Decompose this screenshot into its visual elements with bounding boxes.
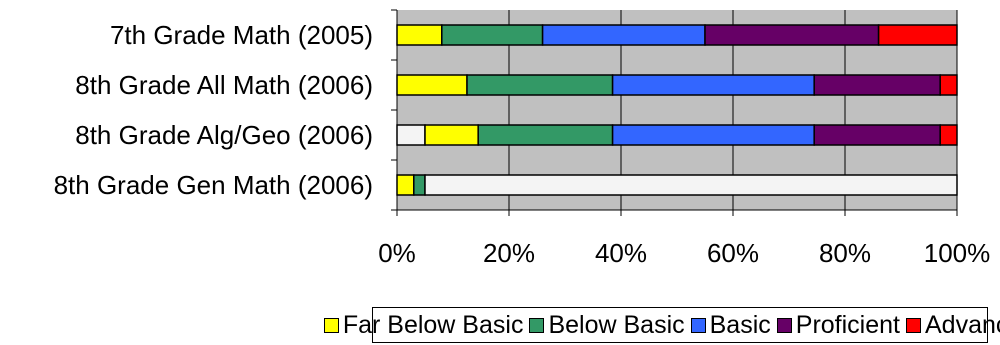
bar-segment [396, 124, 426, 146]
legend-swatch [905, 317, 921, 333]
legend-swatch [323, 317, 339, 333]
bar-segment [396, 24, 443, 46]
legend-label: Basic [709, 311, 771, 339]
legend: Far Below Basic Below Basic Basic Proficien… [323, 307, 1000, 343]
x-tick-label: 20% [483, 238, 535, 268]
x-tick-label: 80% [819, 238, 871, 268]
bar-segment [813, 74, 941, 96]
bar-segment [877, 24, 958, 46]
x-tick-labels: 0% 20% 40% 60% 80% 100% [378, 238, 990, 268]
bar-segment [704, 24, 880, 46]
bar-segment [441, 24, 544, 46]
legend-item: Below Basic [529, 310, 685, 340]
bar-segments [396, 24, 958, 196]
legend-item: Basic [690, 310, 771, 340]
x-tick-label: 40% [595, 238, 647, 268]
bar-segment [396, 74, 468, 96]
bar-segment [424, 174, 958, 196]
bar-segment [611, 124, 815, 146]
legend-item: Advanced [905, 310, 1000, 340]
legend-swatch [776, 317, 792, 333]
legend-label: Proficient [795, 311, 900, 339]
category-label: 8th Grade Gen Math (2006) [54, 170, 373, 200]
legend-label: Advanced [924, 311, 1000, 339]
bar-segment [424, 124, 479, 146]
axes [391, 9, 958, 216]
legend-swatch [690, 317, 706, 333]
bar-segment [396, 174, 415, 196]
category-labels: 7th Grade Math (2005) 8th Grade All Math … [54, 20, 373, 200]
x-tick-label: 60% [707, 238, 759, 268]
bar-segment [939, 124, 958, 146]
stacked-bar-chart: 7th Grade Math (2005) 8th Grade All Math … [54, 9, 990, 268]
legend-label: Below Basic [548, 311, 685, 339]
bar-segment [466, 74, 614, 96]
legend-item: Far Below Basic [323, 310, 524, 340]
category-label: 8th Grade Alg/Geo (2006) [75, 120, 373, 150]
bar-segment [541, 24, 706, 46]
bar-segment [813, 124, 941, 146]
x-tick-label: 0% [378, 238, 416, 268]
legend-item: Proficient [776, 310, 900, 340]
bar-segment [611, 74, 815, 96]
bar-segment [413, 174, 426, 196]
category-label: 8th Grade All Math (2006) [75, 70, 373, 100]
legend-swatch [529, 317, 545, 333]
category-label: 7th Grade Math (2005) [110, 20, 373, 50]
x-tick-label: 100% [924, 238, 991, 268]
bar-segment [477, 124, 614, 146]
bar-segment [939, 74, 958, 96]
legend-label: Far Below Basic [342, 311, 524, 339]
